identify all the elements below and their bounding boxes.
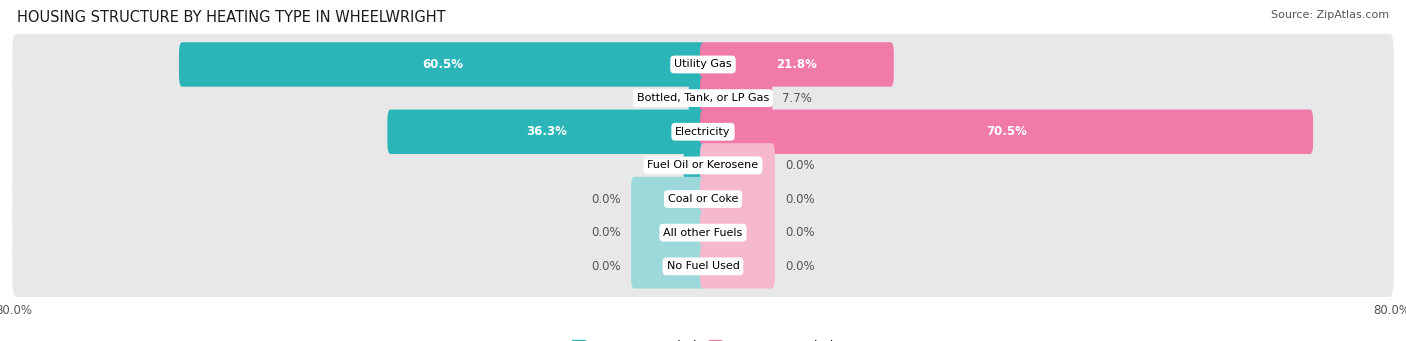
Legend: Owner-occupied, Renter-occupied: Owner-occupied, Renter-occupied: [568, 335, 838, 341]
Text: 1.9%: 1.9%: [644, 159, 673, 172]
Text: 0.0%: 0.0%: [592, 226, 621, 239]
FancyBboxPatch shape: [13, 68, 1393, 129]
Text: HOUSING STRUCTURE BY HEATING TYPE IN WHEELWRIGHT: HOUSING STRUCTURE BY HEATING TYPE IN WHE…: [17, 10, 446, 25]
Text: 60.5%: 60.5%: [422, 58, 463, 71]
Text: 0.0%: 0.0%: [785, 159, 814, 172]
Text: 7.7%: 7.7%: [782, 92, 813, 105]
FancyBboxPatch shape: [13, 34, 1393, 95]
FancyBboxPatch shape: [631, 244, 706, 288]
FancyBboxPatch shape: [631, 177, 706, 221]
FancyBboxPatch shape: [631, 210, 706, 255]
FancyBboxPatch shape: [388, 109, 706, 154]
Text: Bottled, Tank, or LP Gas: Bottled, Tank, or LP Gas: [637, 93, 769, 103]
FancyBboxPatch shape: [700, 109, 1313, 154]
FancyBboxPatch shape: [13, 236, 1393, 297]
Text: Fuel Oil or Kerosene: Fuel Oil or Kerosene: [647, 160, 759, 170]
Text: 21.8%: 21.8%: [776, 58, 817, 71]
FancyBboxPatch shape: [700, 177, 775, 221]
Text: 0.0%: 0.0%: [785, 260, 814, 273]
FancyBboxPatch shape: [683, 143, 706, 188]
Text: Utility Gas: Utility Gas: [675, 59, 731, 70]
FancyBboxPatch shape: [700, 244, 775, 288]
FancyBboxPatch shape: [700, 210, 775, 255]
Text: Source: ZipAtlas.com: Source: ZipAtlas.com: [1271, 10, 1389, 20]
Text: 0.0%: 0.0%: [592, 193, 621, 206]
FancyBboxPatch shape: [689, 76, 706, 120]
Text: Electricity: Electricity: [675, 127, 731, 137]
FancyBboxPatch shape: [700, 76, 772, 120]
Text: 70.5%: 70.5%: [986, 125, 1026, 138]
Text: Coal or Coke: Coal or Coke: [668, 194, 738, 204]
FancyBboxPatch shape: [13, 202, 1393, 263]
FancyBboxPatch shape: [13, 168, 1393, 230]
Text: 36.3%: 36.3%: [526, 125, 567, 138]
Text: 1.3%: 1.3%: [650, 92, 679, 105]
Text: 0.0%: 0.0%: [785, 226, 814, 239]
FancyBboxPatch shape: [13, 135, 1393, 196]
FancyBboxPatch shape: [700, 143, 775, 188]
Text: 0.0%: 0.0%: [785, 193, 814, 206]
FancyBboxPatch shape: [13, 101, 1393, 162]
FancyBboxPatch shape: [700, 42, 894, 87]
Text: No Fuel Used: No Fuel Used: [666, 261, 740, 271]
Text: 0.0%: 0.0%: [592, 260, 621, 273]
FancyBboxPatch shape: [179, 42, 706, 87]
Text: All other Fuels: All other Fuels: [664, 228, 742, 238]
